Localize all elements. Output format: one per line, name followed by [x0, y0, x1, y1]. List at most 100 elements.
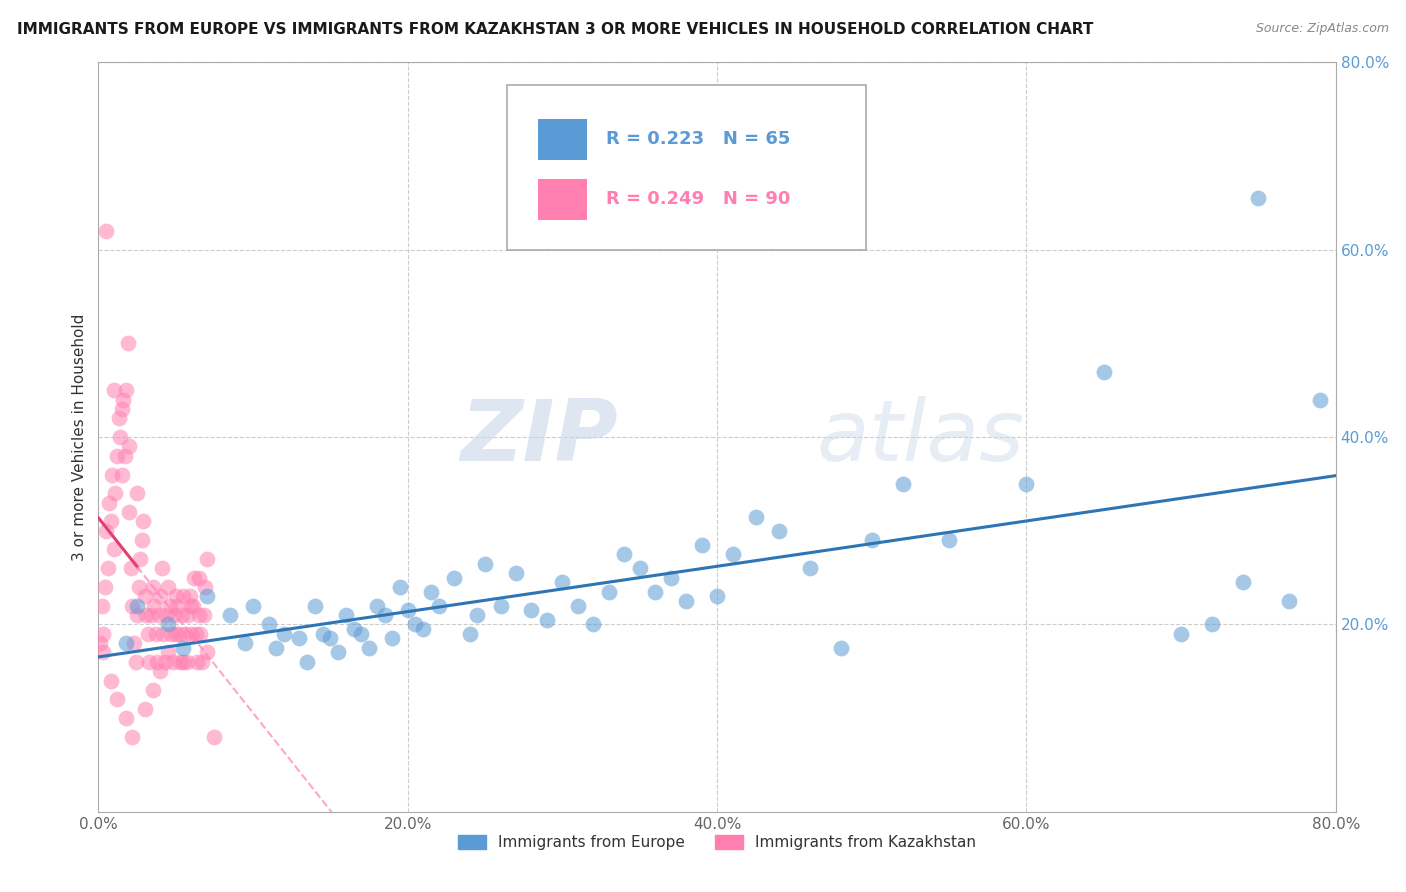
Point: [166, 599, 188, 613]
Text: Source: ZipAtlas.com: Source: ZipAtlas.com: [1256, 22, 1389, 36]
Point: [195, 551, 218, 566]
Point: [179, 590, 201, 604]
Point: [135, 608, 157, 623]
Text: atlas: atlas: [815, 395, 1024, 479]
Point: [335, 608, 357, 623]
Point: [860, 533, 883, 547]
Point: [128, 580, 150, 594]
Point: [148, 608, 170, 623]
Point: [489, 599, 512, 613]
Point: [143, 599, 166, 613]
Point: [690, 538, 713, 552]
Point: [288, 632, 311, 646]
Point: [141, 683, 165, 698]
Point: [193, 608, 215, 623]
Point: [1247, 191, 1270, 205]
Point: [233, 636, 257, 650]
Point: [160, 626, 183, 640]
Point: [97, 561, 120, 575]
Point: [153, 655, 176, 669]
Point: [157, 646, 180, 660]
Bar: [537, 178, 588, 219]
Point: [374, 608, 396, 623]
Point: [613, 547, 636, 561]
Point: [1278, 594, 1301, 608]
Point: [427, 599, 450, 613]
Point: [174, 626, 197, 640]
Point: [181, 599, 204, 613]
Point: [190, 626, 212, 640]
Point: [127, 486, 149, 500]
Point: [188, 571, 211, 585]
Point: [443, 571, 465, 585]
Point: [150, 561, 173, 575]
Point: [644, 584, 666, 599]
Point: [127, 608, 149, 623]
Point: [467, 608, 489, 623]
Point: [419, 584, 441, 599]
Point: [891, 476, 914, 491]
Point: [89, 636, 111, 650]
Text: IMMIGRANTS FROM EUROPE VS IMMIGRANTS FROM KAZAKHSTAN 3 OR MORE VEHICLES IN HOUSE: IMMIGRANTS FROM EUROPE VS IMMIGRANTS FRO…: [17, 22, 1094, 37]
Point: [149, 664, 172, 679]
Point: [388, 580, 412, 594]
Point: [139, 608, 162, 623]
Point: [177, 608, 200, 623]
Point: [659, 571, 682, 585]
Point: [107, 411, 129, 425]
Point: [118, 440, 141, 453]
Point: [172, 655, 194, 669]
Point: [312, 626, 335, 640]
Point: [169, 655, 191, 669]
Point: [675, 594, 697, 608]
Point: [183, 571, 205, 585]
Point: [172, 590, 194, 604]
Point: [105, 692, 128, 706]
Point: [366, 599, 388, 613]
Point: [121, 599, 143, 613]
Point: [180, 626, 202, 640]
Point: [184, 626, 207, 640]
Point: [115, 711, 138, 725]
Point: [131, 533, 153, 547]
Point: [120, 561, 142, 575]
Point: [567, 599, 589, 613]
Point: [163, 608, 186, 623]
Point: [297, 655, 319, 669]
Point: [273, 626, 295, 640]
Point: [146, 655, 169, 669]
Point: [98, 496, 121, 510]
Point: [1015, 476, 1038, 491]
Point: [103, 384, 125, 398]
Point: [114, 449, 136, 463]
Point: [117, 336, 139, 351]
Y-axis label: 3 or more Vehicles in Household: 3 or more Vehicles in Household: [72, 313, 87, 561]
Point: [1309, 392, 1331, 407]
Point: [319, 632, 342, 646]
Point: [115, 636, 138, 650]
Point: [149, 590, 172, 604]
Point: [111, 401, 132, 416]
Point: [405, 617, 427, 632]
Point: [127, 599, 149, 613]
Point: [100, 673, 122, 688]
Point: [105, 449, 128, 463]
Point: [598, 584, 620, 599]
FancyBboxPatch shape: [506, 85, 866, 250]
Point: [745, 509, 768, 524]
Point: [194, 580, 217, 594]
Point: [91, 646, 114, 660]
Point: [180, 599, 202, 613]
Point: [343, 622, 366, 636]
Text: ZIP: ZIP: [460, 395, 619, 479]
Bar: [537, 119, 588, 160]
Point: [628, 561, 651, 575]
Point: [381, 632, 404, 646]
Point: [108, 430, 131, 444]
Point: [96, 524, 118, 538]
Point: [938, 533, 960, 547]
Point: [1170, 626, 1192, 640]
Point: [118, 505, 141, 519]
Point: [204, 730, 226, 744]
Point: [141, 580, 165, 594]
